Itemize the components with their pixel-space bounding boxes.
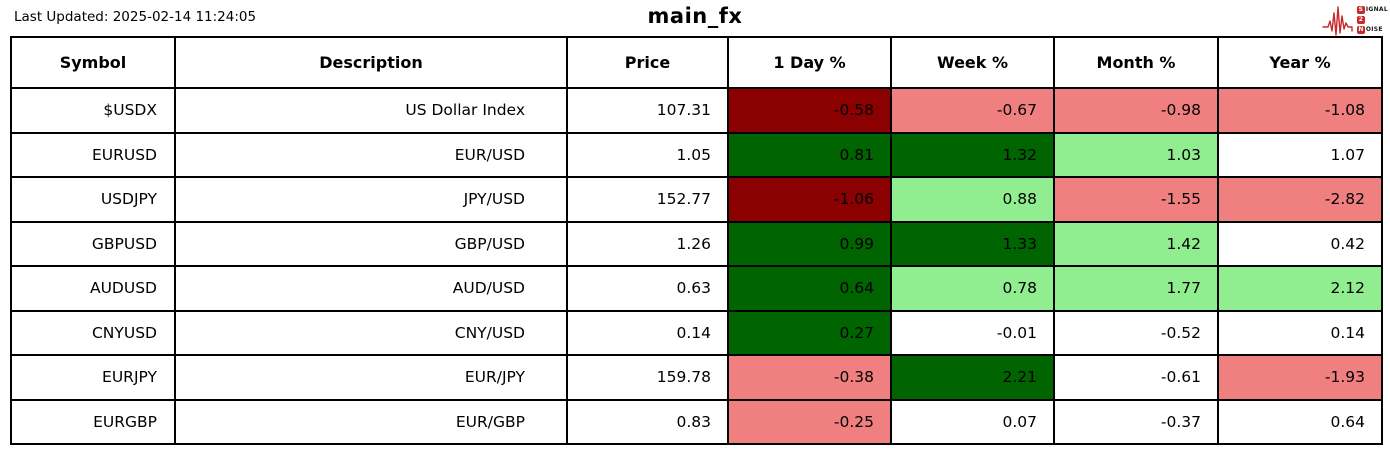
symbol-cell: CNYUSD [10, 309, 176, 356]
signal2noise-logo: S IGNAL 2 N OISE [1322, 2, 1388, 38]
col-header-description: Description [174, 36, 568, 89]
last-updated-text: Last Updated: 2025-02-14 11:24:05 [14, 9, 257, 25]
day-change-cell: 0.81 [727, 131, 892, 178]
description-cell: CNY/USD [174, 309, 568, 356]
month-change-cell: -1.55 [1053, 176, 1219, 223]
year-change-cell: 0.42 [1217, 220, 1383, 267]
symbol-cell: $USDX [10, 87, 176, 134]
year-change-cell: -1.93 [1217, 354, 1383, 401]
symbol-cell: USDJPY [10, 176, 176, 223]
year-change-cell: -2.82 [1217, 176, 1383, 223]
symbol-cell: EURGBP [10, 398, 176, 445]
week-change-cell: 1.32 [890, 131, 1055, 178]
day-change-cell: -1.06 [727, 176, 892, 223]
price-cell: 0.14 [566, 309, 729, 356]
logo-badge-2: 2 [1356, 16, 1365, 24]
price-cell: 0.83 [566, 398, 729, 445]
day-change-cell: 0.99 [727, 220, 892, 267]
table-row-eurusd: EURUSD EUR/USD 1.05 0.81 1.32 1.03 1.07 [10, 131, 1383, 178]
description-cell: JPY/USD [174, 176, 568, 223]
week-change-cell: 0.88 [890, 176, 1055, 223]
symbol-cell: GBPUSD [10, 220, 176, 267]
year-change-cell: -1.08 [1217, 87, 1383, 134]
logo-line-noise: N OISE [1356, 26, 1388, 35]
description-cell: EUR/JPY [174, 354, 568, 401]
logo-line-2: 2 [1356, 16, 1388, 25]
week-change-cell: 2.21 [890, 354, 1055, 401]
price-cell: 0.63 [566, 265, 729, 312]
month-change-cell: -0.98 [1053, 87, 1219, 134]
month-change-cell: 1.42 [1053, 220, 1219, 267]
col-header-symbol: Symbol [10, 36, 176, 89]
symbol-cell: EURUSD [10, 131, 176, 178]
price-cell: 107.31 [566, 87, 729, 134]
table-row-eurjpy: EURJPY EUR/JPY 159.78 -0.38 2.21 -0.61 -… [10, 354, 1383, 401]
description-cell: EUR/GBP [174, 398, 568, 445]
week-change-cell: -0.01 [890, 309, 1055, 356]
top-bar: Last Updated: 2025-02-14 11:24:05 main_f… [0, 0, 1390, 36]
col-header-week: Week % [890, 36, 1055, 89]
logo-text: S IGNAL 2 N OISE [1356, 6, 1388, 35]
year-change-cell: 2.12 [1217, 265, 1383, 312]
week-change-cell: -0.67 [890, 87, 1055, 134]
logo-line-signal: S IGNAL [1356, 6, 1388, 15]
table-row-audusd: AUDUSD AUD/USD 0.63 0.64 0.78 1.77 2.12 [10, 265, 1383, 312]
day-change-cell: -0.38 [727, 354, 892, 401]
week-change-cell: 0.07 [890, 398, 1055, 445]
month-change-cell: 1.03 [1053, 131, 1219, 178]
col-header-year: Year % [1217, 36, 1383, 89]
day-change-cell: 0.64 [727, 265, 892, 312]
month-change-cell: 1.77 [1053, 265, 1219, 312]
table-row-eurgbp: EURGBP EUR/GBP 0.83 -0.25 0.07 -0.37 0.6… [10, 398, 1383, 445]
fx-table: Symbol Description Price 1 Day % Week % … [10, 36, 1383, 445]
month-change-cell: -0.61 [1053, 354, 1219, 401]
col-header-month: Month % [1053, 36, 1219, 89]
month-change-cell: -0.37 [1053, 398, 1219, 445]
col-header-price: Price [566, 36, 729, 89]
table-row-gbpusd: GBPUSD GBP/USD 1.26 0.99 1.33 1.42 0.42 [10, 220, 1383, 267]
price-cell: 1.05 [566, 131, 729, 178]
waveform-icon [1322, 6, 1353, 36]
price-cell: 152.77 [566, 176, 729, 223]
year-change-cell: 0.64 [1217, 398, 1383, 445]
month-change-cell: -0.52 [1053, 309, 1219, 356]
description-cell: AUD/USD [174, 265, 568, 312]
symbol-cell: EURJPY [10, 354, 176, 401]
table-row-usdx: $USDX US Dollar Index 107.31 -0.58 -0.67… [10, 87, 1383, 134]
page-title: main_fx [647, 4, 743, 28]
price-cell: 159.78 [566, 354, 729, 401]
day-change-cell: -0.25 [727, 398, 892, 445]
week-change-cell: 0.78 [890, 265, 1055, 312]
table-row-cnyusd: CNYUSD CNY/USD 0.14 0.27 -0.01 -0.52 0.1… [10, 309, 1383, 356]
description-cell: GBP/USD [174, 220, 568, 267]
week-change-cell: 1.33 [890, 220, 1055, 267]
year-change-cell: 1.07 [1217, 131, 1383, 178]
header-row: Symbol Description Price 1 Day % Week % … [10, 36, 1383, 89]
year-change-cell: 0.14 [1217, 309, 1383, 356]
symbol-cell: AUDUSD [10, 265, 176, 312]
logo-badge-s: S [1356, 6, 1365, 14]
day-change-cell: 0.27 [727, 309, 892, 356]
logo-badge-n: N [1356, 26, 1365, 34]
day-change-cell: -0.58 [727, 87, 892, 134]
logo-text-noise-rest: OISE [1365, 26, 1383, 33]
col-header-1day: 1 Day % [727, 36, 892, 89]
description-cell: US Dollar Index [174, 87, 568, 134]
table-row-usdjpy: USDJPY JPY/USD 152.77 -1.06 0.88 -1.55 -… [10, 176, 1383, 223]
logo-text-signal-rest: IGNAL [1365, 6, 1388, 13]
price-cell: 1.26 [566, 220, 729, 267]
description-cell: EUR/USD [174, 131, 568, 178]
